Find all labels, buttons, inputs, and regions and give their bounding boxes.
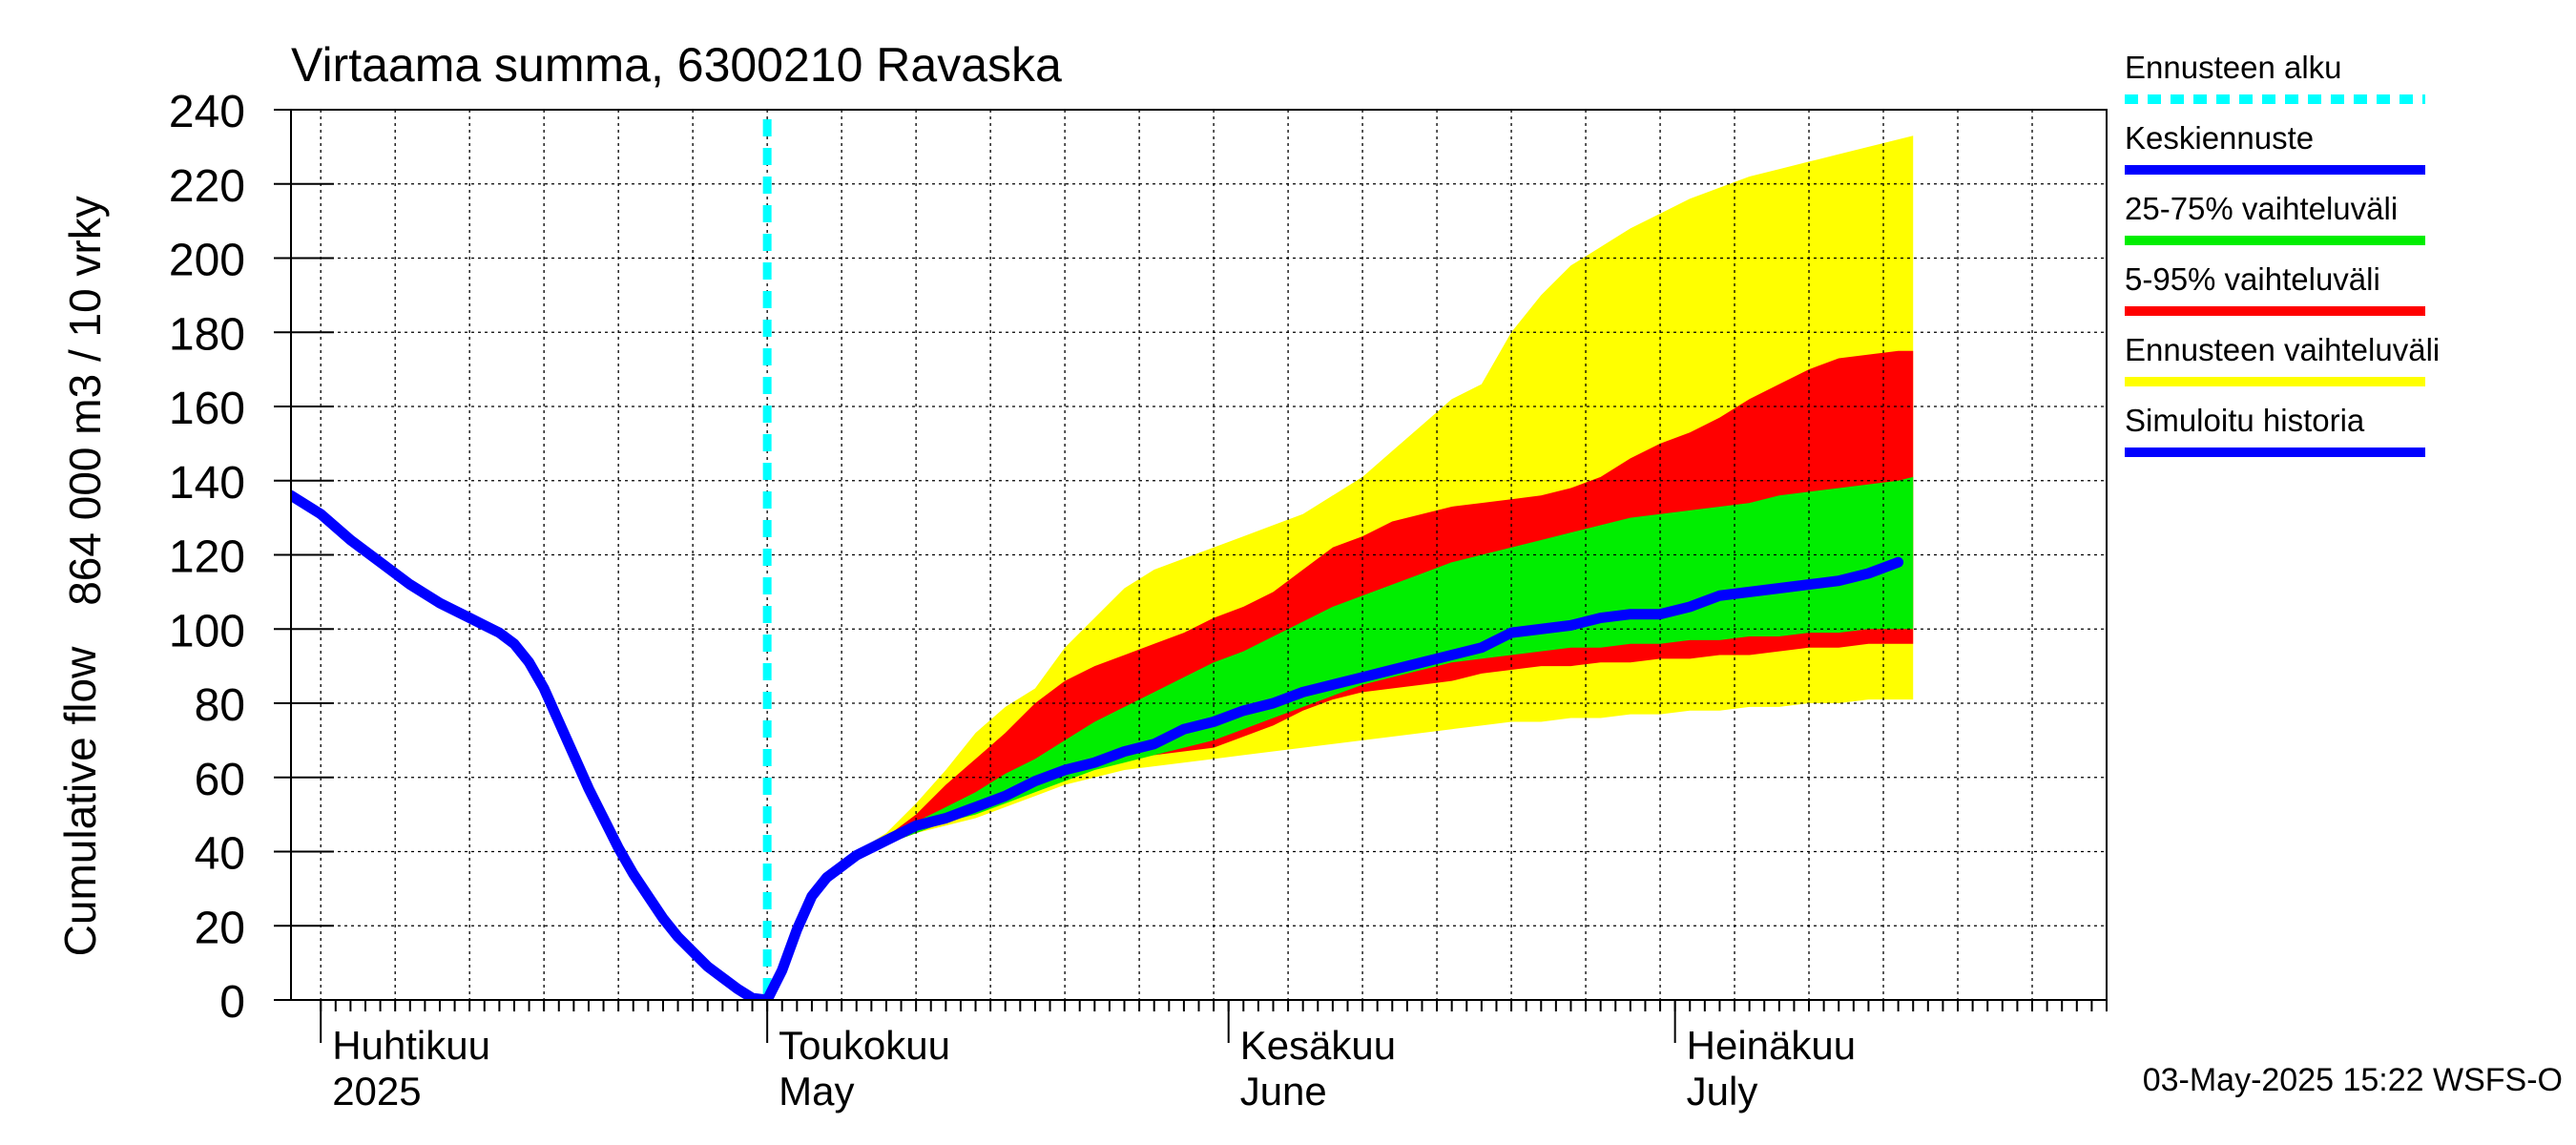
x-month-label-en: July <box>1687 1069 1758 1114</box>
y-tick-label: 120 <box>169 532 245 583</box>
x-month-label: Kesäkuu <box>1240 1023 1396 1068</box>
legend-label: 5-95% vaihteluväli <box>2125 261 2380 297</box>
plot-area <box>291 110 2107 1000</box>
footer-timestamp: 03-May-2025 15:22 WSFS-O <box>2143 1062 2563 1098</box>
legend-label: Ennusteen alku <box>2125 50 2342 85</box>
axes: 0 20 40 60 80 100 120 140 160 180 200 220 240 Huhtiku… <box>169 87 2108 1114</box>
band-25-75-vaihteluv-li <box>767 476 1914 1000</box>
y-tick-label: 220 <box>169 161 245 212</box>
legend-label: Simuloitu historia <box>2125 403 2365 438</box>
x-month-label-en: May <box>779 1069 854 1114</box>
legend-label: Ennusteen vaihteluväli <box>2125 332 2440 367</box>
y-tick-label: 20 <box>195 903 245 953</box>
legend: Ennusteen alku Keskiennuste 25-75% vaihtel… <box>2125 50 2440 457</box>
y-tick-label: 200 <box>169 236 245 286</box>
y-tick-label: 160 <box>169 384 245 434</box>
chart-title: Virtaama summa, 6300210 Ravaska <box>291 38 1062 92</box>
y-tick-label: 60 <box>195 755 245 805</box>
x-month-label: Toukokuu <box>779 1023 950 1068</box>
legend-label: 25-75% vaihteluväli <box>2125 191 2398 226</box>
x-month-label: Huhtikuu <box>332 1023 490 1068</box>
x-month-label-en: 2025 <box>332 1069 421 1114</box>
y-tick-label: 140 <box>169 458 245 509</box>
series-keskiennuste <box>761 556 1904 1000</box>
y-tick-label: 0 <box>219 977 245 1028</box>
y-axis-label-top: 864 000 m3 / 10 vrky <box>60 196 110 606</box>
series-simuloitu-historia <box>291 489 773 1000</box>
y-tick-label: 240 <box>169 87 245 137</box>
y-tick-label: 180 <box>169 309 245 360</box>
y-axis-label-bottom: Cumulative flow <box>55 646 105 956</box>
y-tick-label: 40 <box>195 829 245 880</box>
y-tick-label: 80 <box>195 680 245 731</box>
y-tick-label: 100 <box>169 606 245 656</box>
x-month-label-en: June <box>1240 1069 1327 1114</box>
legend-label: Keskiennuste <box>2125 120 2314 156</box>
x-month-label: Heinäkuu <box>1687 1023 1856 1068</box>
